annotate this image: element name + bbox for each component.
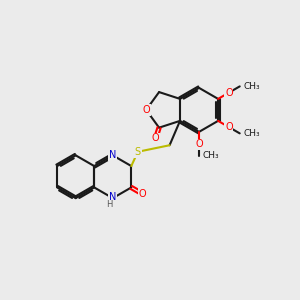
Text: O: O bbox=[225, 88, 233, 98]
Text: O: O bbox=[152, 134, 159, 143]
Text: CH₃: CH₃ bbox=[243, 129, 260, 138]
Text: CH₃: CH₃ bbox=[243, 82, 260, 91]
Text: CH₃: CH₃ bbox=[202, 151, 219, 160]
Text: H: H bbox=[106, 200, 112, 209]
Text: O: O bbox=[195, 140, 203, 149]
Text: O: O bbox=[138, 189, 146, 199]
Text: N: N bbox=[109, 150, 116, 161]
Text: S: S bbox=[135, 147, 141, 157]
Text: O: O bbox=[142, 105, 150, 115]
Text: O: O bbox=[225, 122, 233, 132]
Text: N: N bbox=[109, 192, 116, 202]
